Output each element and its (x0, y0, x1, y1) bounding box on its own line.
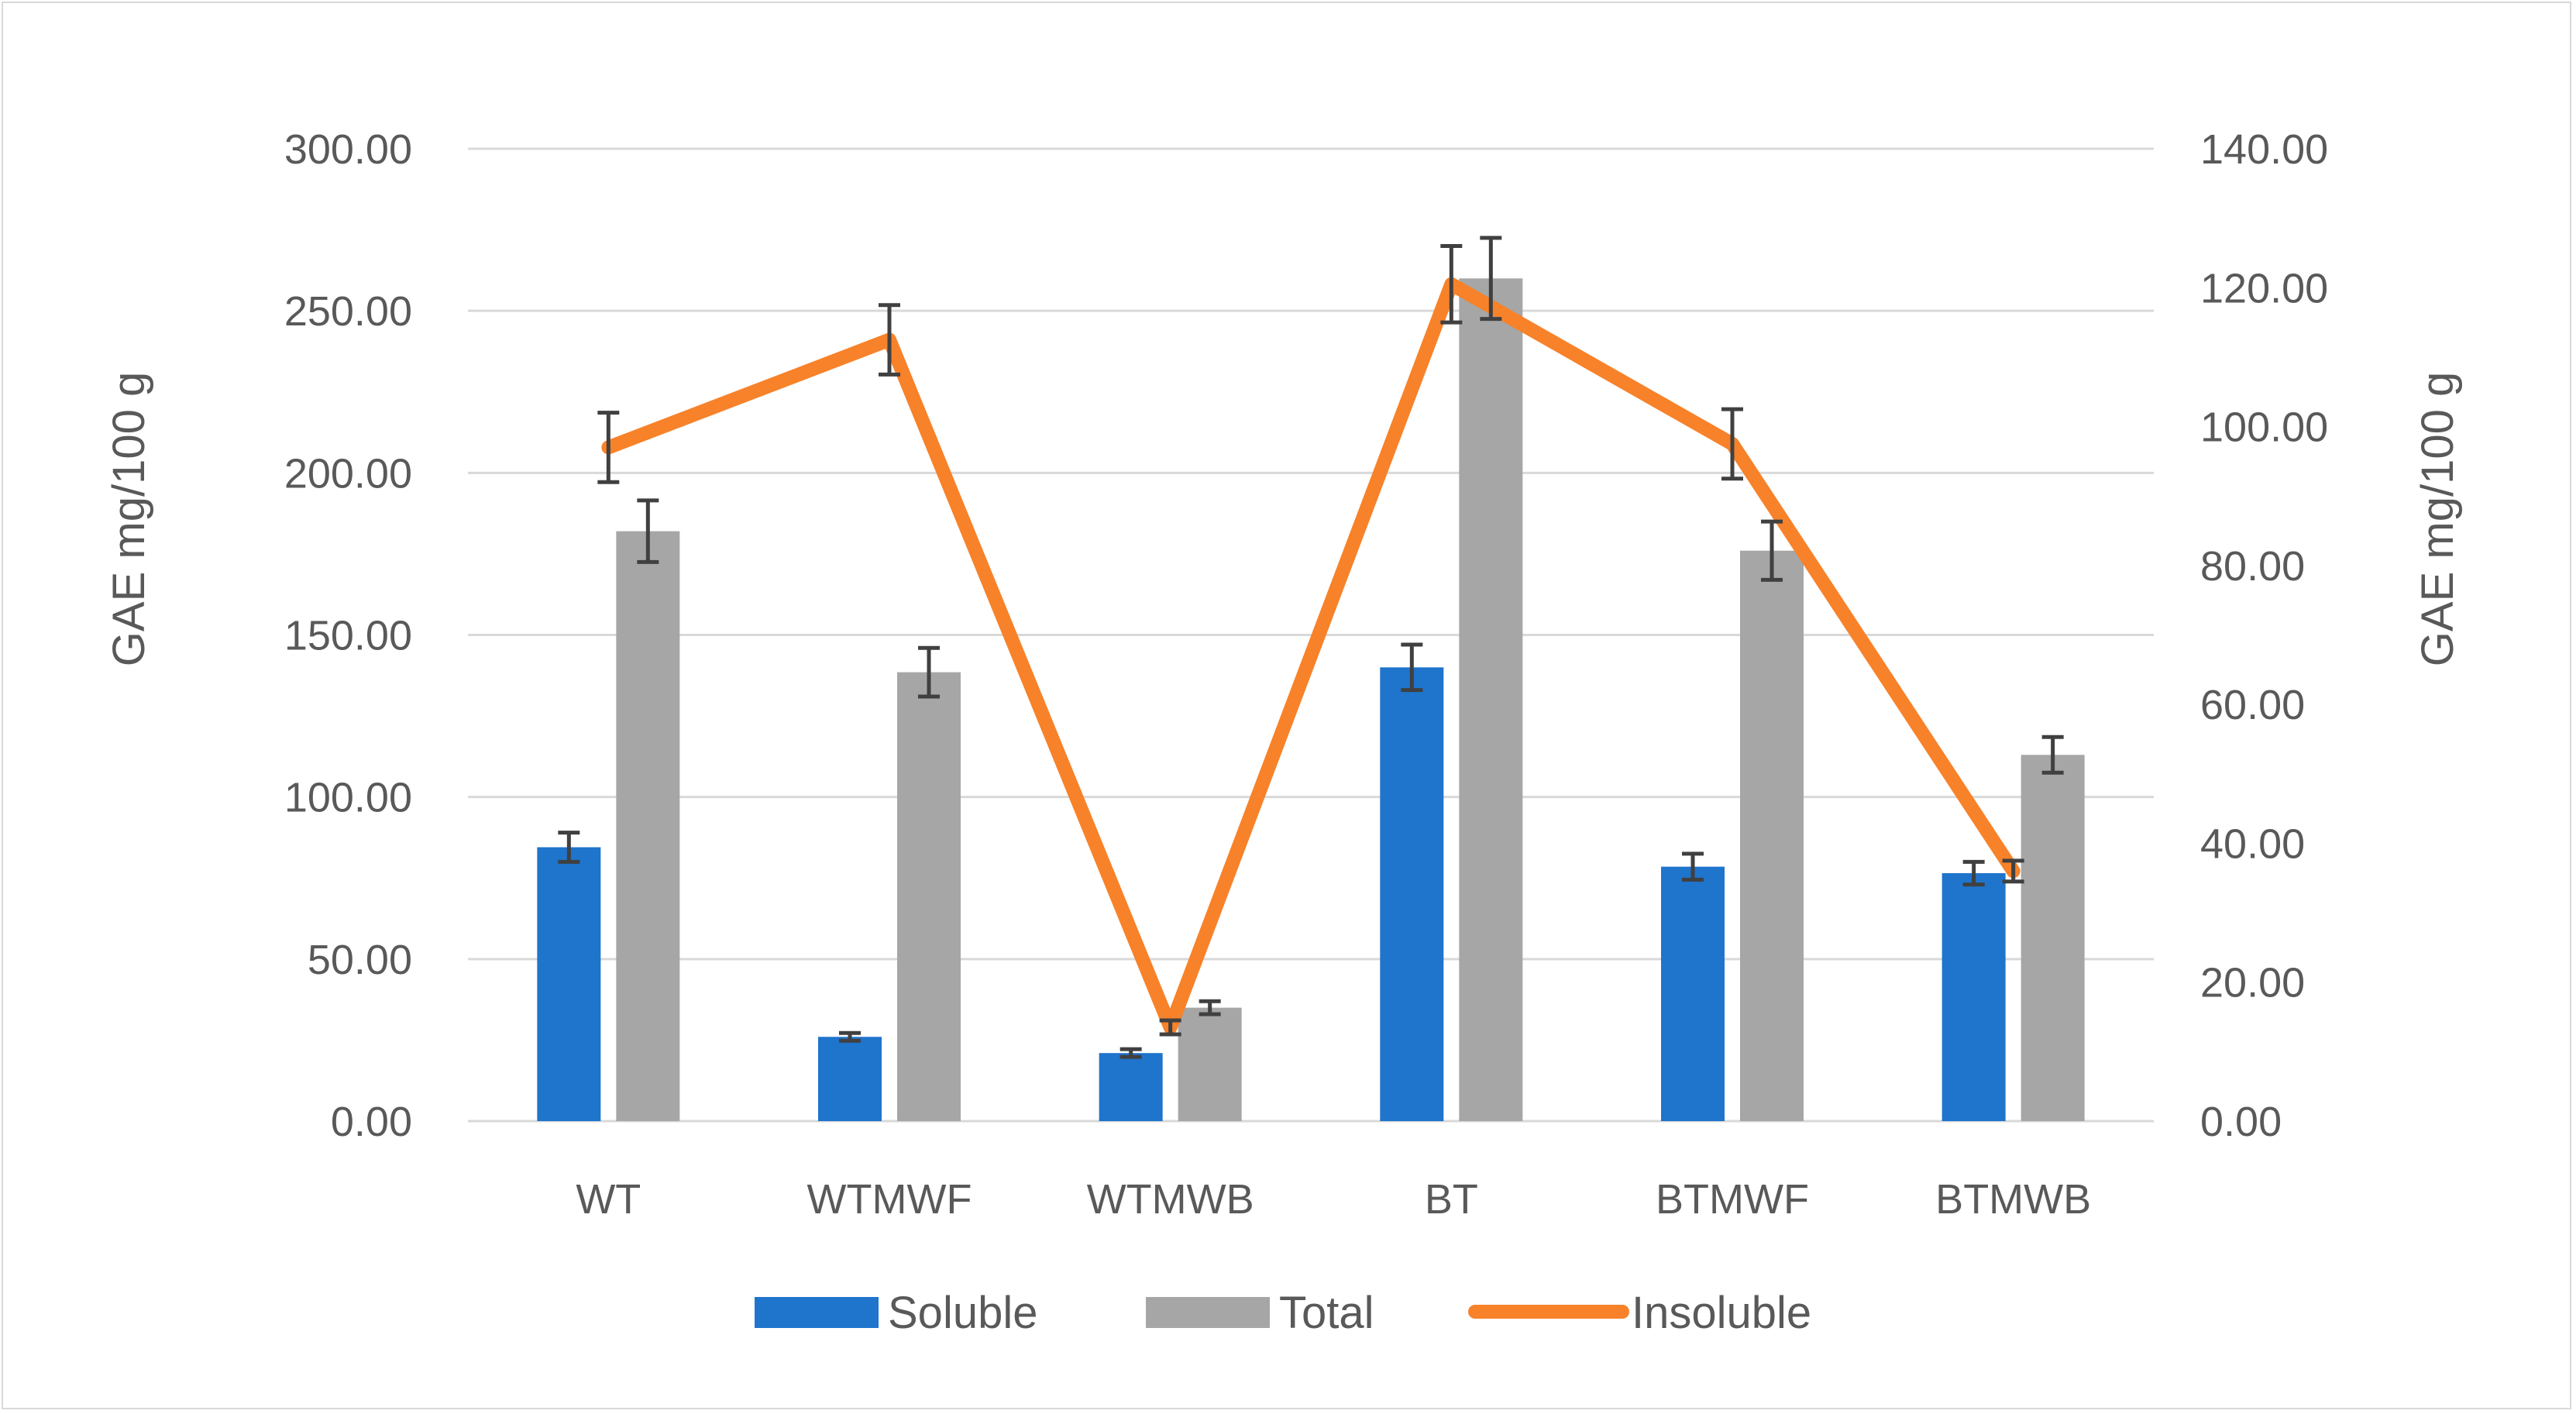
x-tick-label: WTMWB (1087, 1176, 1254, 1223)
soluble-bar (1099, 1053, 1163, 1121)
right-axis-ticks: 0.00 20.00 40.00 60.00 80.00 100.00 120.00 140.… (2200, 126, 2328, 1145)
left-tick-label: 50.00 (308, 937, 412, 983)
right-tick-label: 0.00 (2200, 1099, 2282, 1145)
right-tick-label: 100.00 (2200, 404, 2328, 451)
soluble-bar (1941, 872, 2006, 1121)
soluble-bar (537, 847, 601, 1121)
legend-total-label: Total (1279, 1288, 1374, 1338)
right-tick-label: 120.00 (2200, 265, 2328, 311)
x-tick-label: BTMWB (1935, 1176, 2091, 1223)
legend: Soluble Total Insoluble (755, 1288, 1811, 1338)
right-tick-label: 40.00 (2200, 821, 2305, 867)
left-tick-label: 150.00 (284, 613, 412, 659)
x-tick-label: BT (1425, 1176, 1478, 1223)
soluble-bar (1661, 866, 1725, 1121)
right-tick-label: 20.00 (2200, 960, 2305, 1006)
left-tick-label: 100.00 (284, 775, 412, 821)
right-tick-label: 80.00 (2200, 543, 2305, 590)
total-bar (616, 531, 680, 1121)
total-bar (897, 672, 961, 1121)
right-axis-title: GAE mg/100 g (2413, 372, 2463, 666)
legend-insoluble-label: Insoluble (1632, 1288, 1811, 1338)
legend-soluble-label: Soluble (888, 1288, 1037, 1338)
right-tick-label: 60.00 (2200, 682, 2305, 728)
soluble-bar (1380, 667, 1444, 1121)
soluble-bar (818, 1037, 882, 1121)
total-bar (2021, 755, 2085, 1121)
insoluble-line-series (601, 277, 2021, 1034)
x-tick-label: WT (576, 1176, 641, 1223)
insoluble-line (601, 277, 2021, 1034)
total-bar (1740, 550, 1804, 1121)
left-tick-label: 250.00 (284, 288, 412, 335)
left-tick-label: 300.00 (284, 126, 412, 173)
left-axis-ticks: 0.00 50.00 100.00 150.00 200.00 250.00 300.00 (284, 126, 412, 1145)
total-bar (1459, 278, 1523, 1121)
x-axis-ticks: WT WTMWF WTMWB BT BTMWF BTMWB (576, 1176, 2091, 1223)
left-tick-label: 0.00 (331, 1099, 412, 1145)
left-tick-label: 200.00 (284, 450, 412, 497)
right-tick-label: 140.00 (2200, 126, 2328, 173)
gridlines (468, 147, 2154, 1123)
x-tick-label: BTMWF (1656, 1176, 1809, 1223)
total-bar (1178, 1007, 1242, 1121)
legend-total-swatch (1146, 1297, 1270, 1328)
chart-svg: 0.0050.00100.00150.00200.00250.00300.00 … (104, 126, 2463, 1338)
legend-soluble-swatch (755, 1297, 879, 1328)
left-axis-title: GAE mg/100 g (104, 372, 154, 666)
error-bars (558, 236, 2064, 1059)
x-tick-label: WTMWF (807, 1176, 972, 1223)
bar-series (537, 278, 2085, 1121)
